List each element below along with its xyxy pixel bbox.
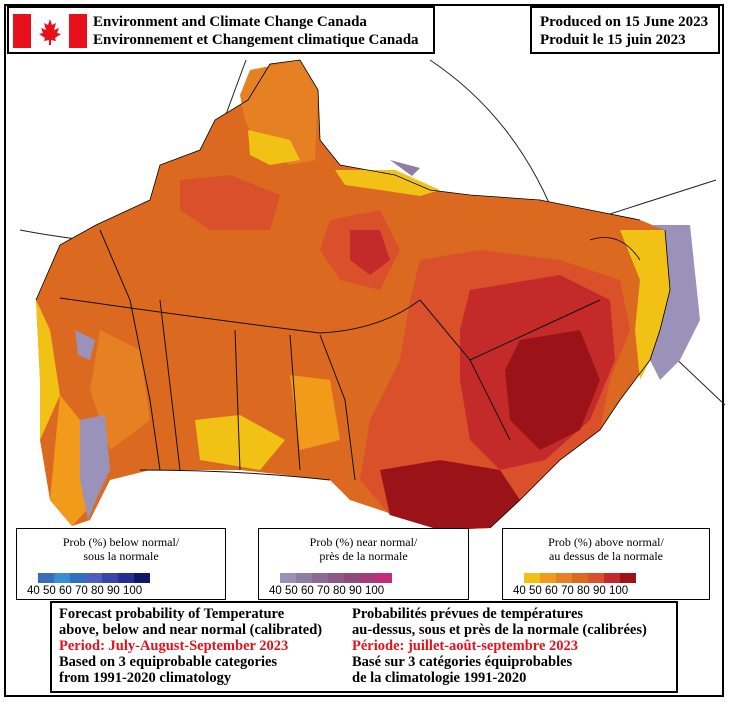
legend-tick-label: 70 bbox=[317, 585, 330, 597]
legend-title-en: Prob (%) below normal/ bbox=[62, 535, 180, 549]
scale-ticks: 40 50 60 70 80 90 100 bbox=[269, 585, 385, 599]
legend-title-en: Prob (%) near normal/ bbox=[309, 535, 418, 549]
legend-swatch bbox=[540, 573, 556, 583]
description-en: Forecast probability of Temperature abov… bbox=[59, 606, 322, 686]
color-scale bbox=[280, 573, 392, 583]
produced-date-en: Produced on 15 June 2023 bbox=[540, 14, 709, 30]
period-fr: Période: juillet-août-septembre 2023 bbox=[352, 638, 579, 654]
legend-swatch bbox=[556, 573, 572, 583]
legend-swatch bbox=[360, 573, 376, 583]
map-frame bbox=[4, 4, 724, 697]
legend-title: Prob (%) below normal/ sous la normale bbox=[17, 535, 225, 563]
legend-swatch bbox=[344, 573, 360, 583]
legend-swatch bbox=[524, 573, 540, 583]
description-title-en: Forecast probability of Temperature bbox=[59, 606, 285, 622]
legend-tick-label: 60 bbox=[59, 585, 72, 597]
description-subtitle-en: above, below and near normal (calibrated… bbox=[59, 622, 323, 638]
color-scale bbox=[38, 573, 150, 583]
legend-title-fr: au dessus de la normale bbox=[549, 549, 663, 563]
legend-swatch bbox=[38, 573, 54, 583]
climatology-fr: de la climatologie 1991-2020 bbox=[352, 670, 527, 686]
description-title-fr: Probabilités prévues de températures bbox=[352, 606, 584, 622]
legend-tick-label: 50 bbox=[285, 585, 298, 597]
province-borders bbox=[59, 229, 601, 481]
legend-swatch bbox=[54, 573, 70, 583]
legend-tick-label: 90 bbox=[107, 585, 120, 597]
legend-swatch bbox=[572, 573, 588, 583]
scale-ticks: 40 50 60 70 80 90 100 bbox=[513, 585, 629, 599]
legend-tick-label: 50 bbox=[529, 585, 542, 597]
agency-header: Environment and Climate Change Canada En… bbox=[7, 6, 435, 54]
legend-tick-label: 90 bbox=[593, 585, 606, 597]
legend-tick-label: 80 bbox=[333, 585, 346, 597]
description-fr: Probabilités prévues de températures au-… bbox=[352, 606, 647, 686]
legend-swatch bbox=[312, 573, 328, 583]
legend-title: Prob (%) above normal/ au dessus de la n… bbox=[503, 535, 709, 563]
legend-title: Prob (%) near normal/ près de la normale bbox=[259, 535, 468, 563]
legend-tick-label: 100 bbox=[609, 585, 629, 597]
legend-tick-label: 80 bbox=[91, 585, 104, 597]
coastlines bbox=[35, 59, 671, 529]
legend-tick-label: 100 bbox=[365, 585, 385, 597]
legend-title-fr: près de la normale bbox=[319, 549, 408, 563]
agency-name-fr: Environnement et Changement climatique C… bbox=[93, 32, 419, 48]
basis-en: Based on 3 equiprobable categories bbox=[59, 654, 278, 670]
canada-flag-icon bbox=[13, 14, 87, 48]
legend-swatch bbox=[376, 573, 392, 583]
legend-above-normal: Prob (%) above normal/ au dessus de la n… bbox=[502, 528, 710, 600]
legend-swatch bbox=[134, 573, 150, 583]
production-date-box: Produced on 15 June 2023 Produit le 15 j… bbox=[530, 6, 720, 54]
color-scale bbox=[524, 573, 636, 583]
legend-tick-label: 50 bbox=[43, 585, 56, 597]
period-en: Period: July-August-September 2023 bbox=[59, 638, 289, 654]
legend-swatch bbox=[280, 573, 296, 583]
climatology-en: from 1991-2020 climatology bbox=[59, 670, 232, 686]
legend-tick-label: 80 bbox=[577, 585, 590, 597]
scale-ticks: 40 50 60 70 80 90 100 bbox=[27, 585, 143, 599]
legend-swatch bbox=[102, 573, 118, 583]
legend-tick-label: 90 bbox=[349, 585, 362, 597]
legend-swatch bbox=[86, 573, 102, 583]
legend-tick-label: 40 bbox=[27, 585, 40, 597]
legend-swatch bbox=[620, 573, 636, 583]
legend-title-fr: sous la normale bbox=[83, 549, 159, 563]
legend-swatch bbox=[296, 573, 312, 583]
forecast-description-box: Forecast probability of Temperature abov… bbox=[50, 601, 678, 693]
legend-tick-label: 40 bbox=[513, 585, 526, 597]
legend-tick-label: 70 bbox=[75, 585, 88, 597]
produced-date-fr: Produit le 15 juin 2023 bbox=[540, 32, 686, 48]
legend-near-normal: Prob (%) near normal/ près de la normale… bbox=[258, 528, 469, 600]
legend-tick-label: 70 bbox=[561, 585, 574, 597]
legend-swatch bbox=[328, 573, 344, 583]
legend-tick-label: 60 bbox=[545, 585, 558, 597]
legend-swatch bbox=[70, 573, 86, 583]
legend-title-en: Prob (%) above normal/ bbox=[548, 535, 664, 549]
legend-swatch bbox=[604, 573, 620, 583]
legend-below-normal: Prob (%) below normal/ sous la normale 4… bbox=[16, 528, 226, 600]
legend-swatch bbox=[118, 573, 134, 583]
description-subtitle-fr: au-dessus, sous et près de la normale (c… bbox=[352, 622, 647, 638]
probability-shading bbox=[36, 60, 700, 530]
legend-swatch bbox=[588, 573, 604, 583]
agency-name-en: Environment and Climate Change Canada bbox=[93, 14, 367, 30]
legend-tick-label: 40 bbox=[269, 585, 282, 597]
legend-tick-label: 60 bbox=[301, 585, 314, 597]
legend-tick-label: 100 bbox=[123, 585, 143, 597]
basis-fr: Basé sur 3 catégories équiprobables bbox=[352, 654, 573, 670]
